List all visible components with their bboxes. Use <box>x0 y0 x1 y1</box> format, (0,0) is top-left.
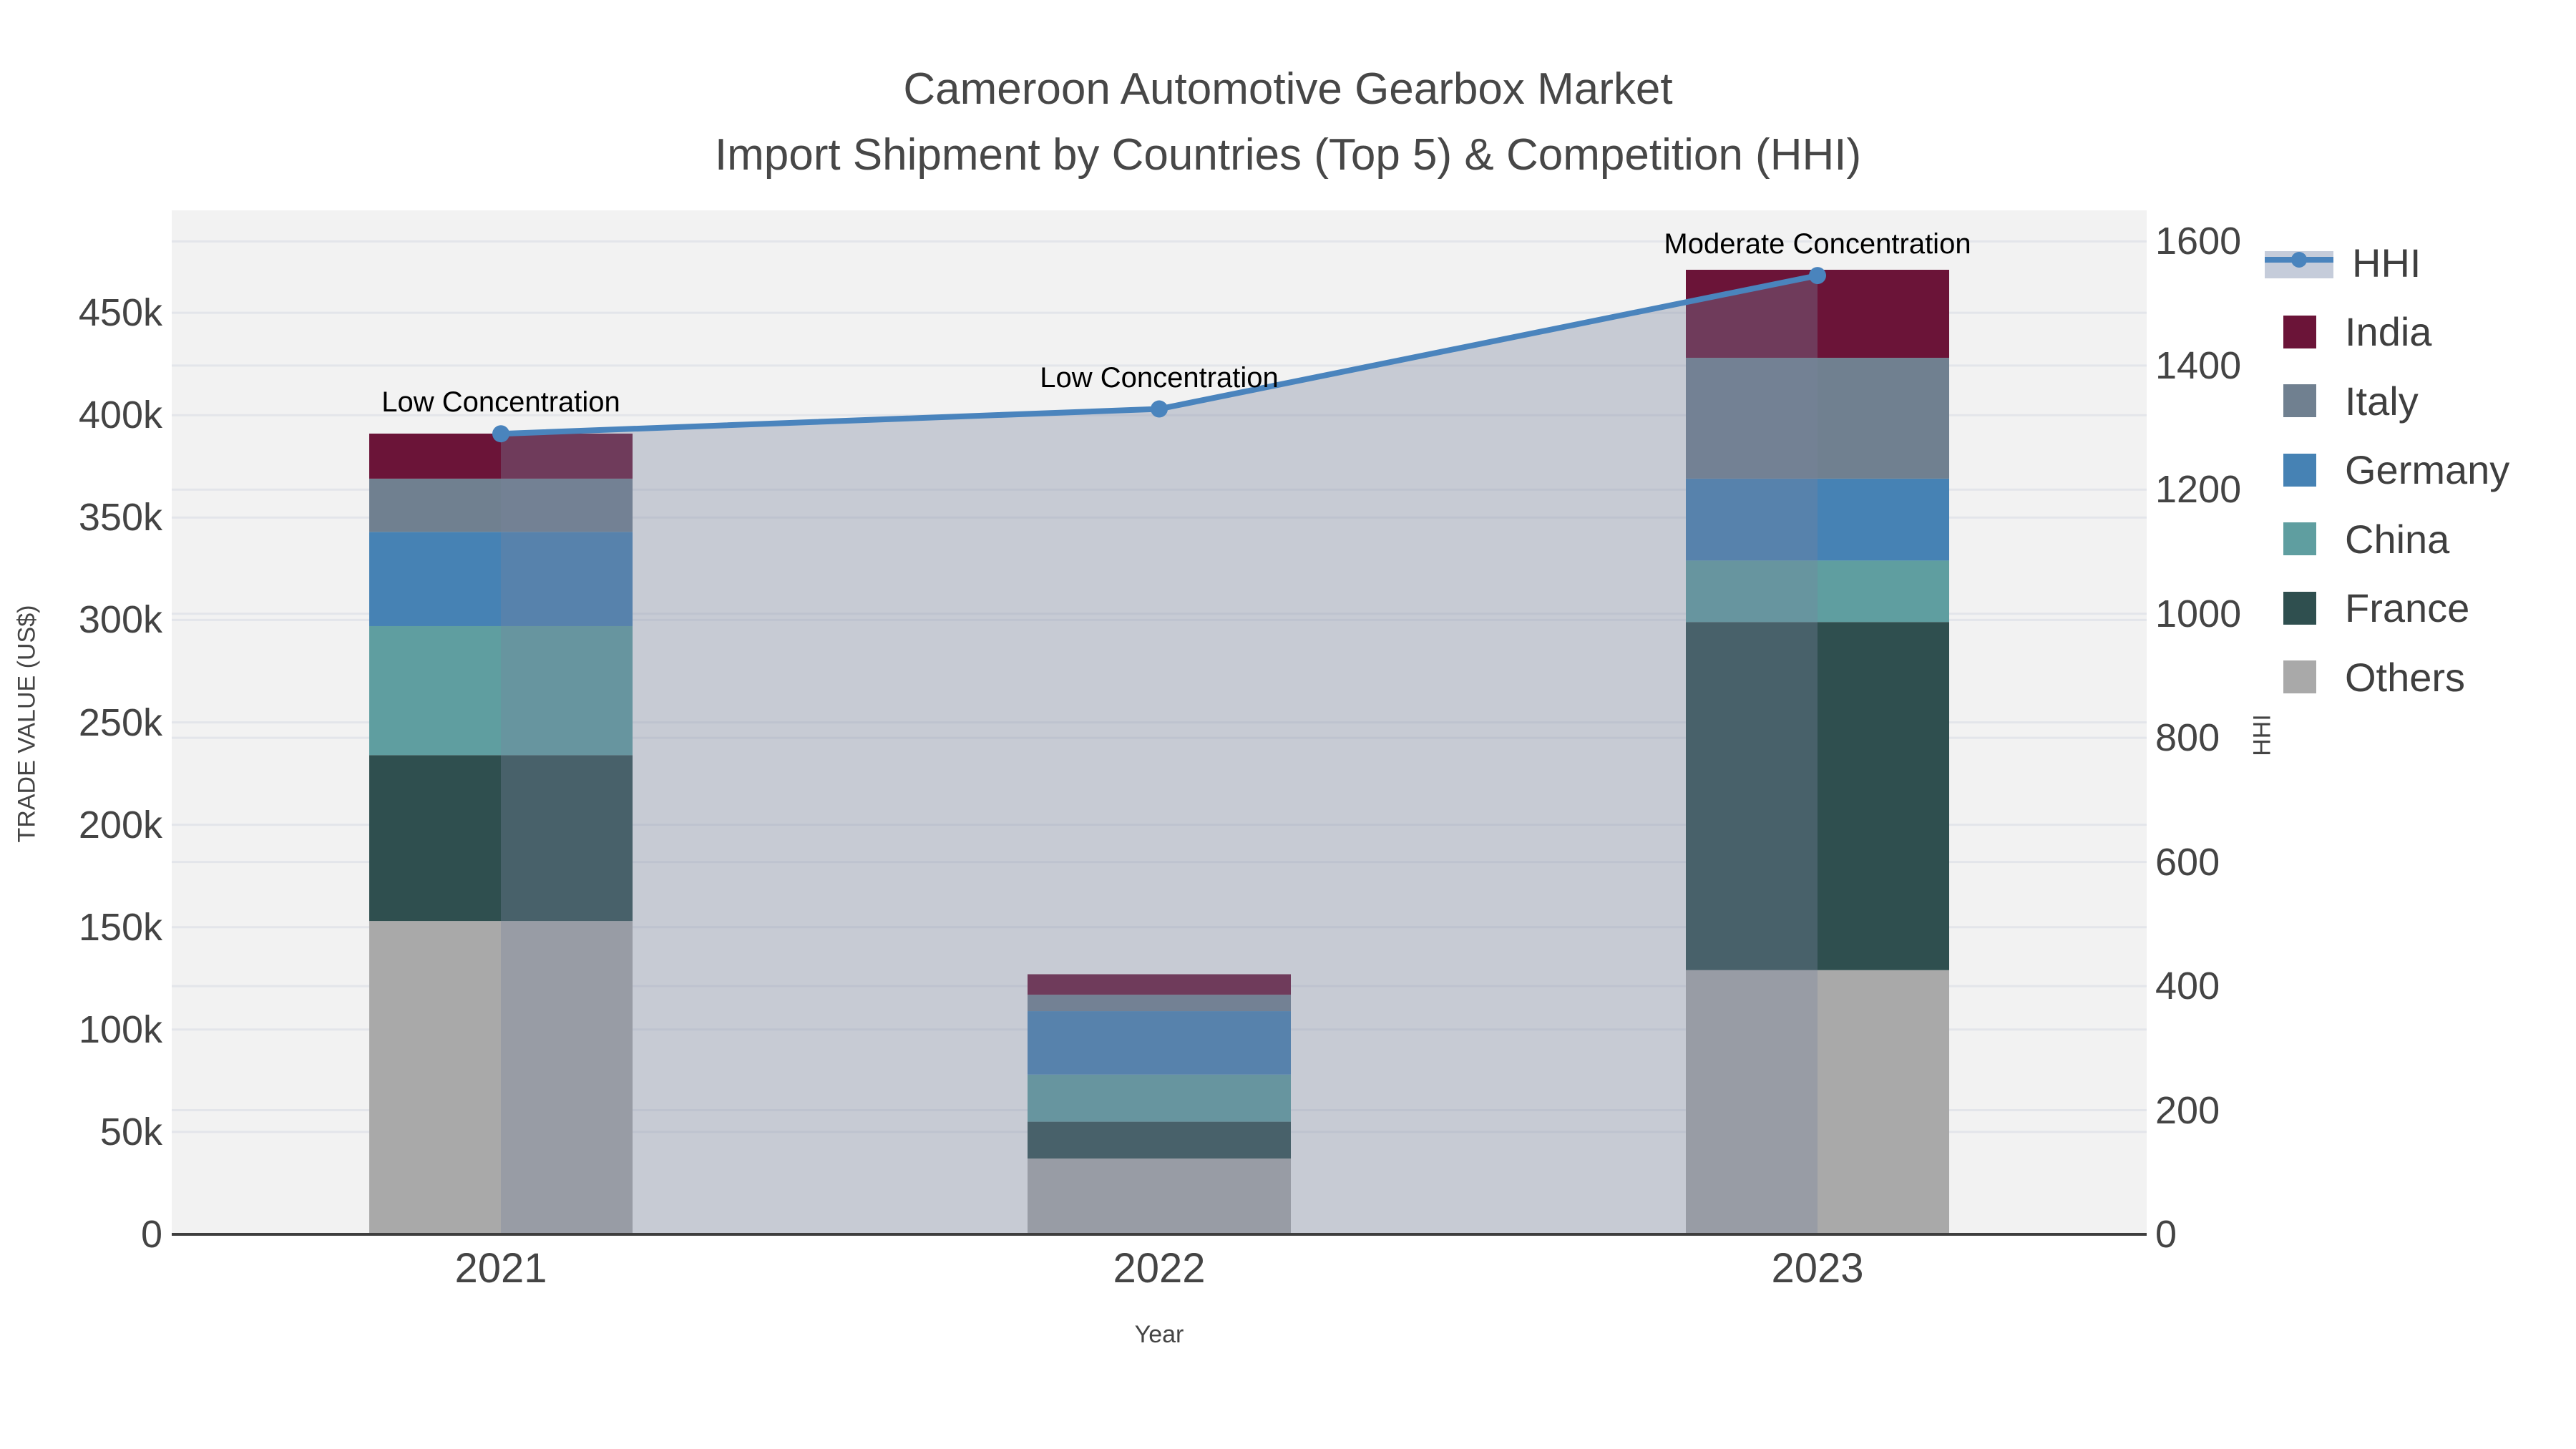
chart-title-line1: Cameroon Automotive Gearbox Market <box>903 64 1673 114</box>
y-axis-left-tick-200k: 200k <box>78 803 162 847</box>
bar-segment-france-2023[interactable] <box>1686 622 1949 970</box>
annotation-2023: Moderate Concentration <box>1664 228 1971 260</box>
hhi-marker-2022[interactable] <box>1151 400 1168 418</box>
legend-item-others[interactable]: Others <box>2265 652 2465 702</box>
china-color-swatch <box>2283 522 2316 555</box>
y-axis-left-tick-100k: 100k <box>78 1008 162 1051</box>
bar-segment-italy-2022[interactable] <box>1028 995 1291 1012</box>
y-axis-left-tick-450k: 450k <box>78 291 162 335</box>
x-axis-tick-2023: 2023 <box>1771 1245 1864 1292</box>
y-axis-right-tick-400: 400 <box>2155 965 2220 1008</box>
y-axis-left-tick-50k: 50k <box>99 1110 162 1153</box>
legend-item-france[interactable]: France <box>2265 583 2469 633</box>
legend-item-india[interactable]: India <box>2265 307 2431 357</box>
legend-label-others: Others <box>2345 654 2466 700</box>
y-axis-left-tick-300k: 300k <box>78 598 162 642</box>
bar-segment-others-2023[interactable] <box>1686 970 1949 1234</box>
y-axis-left-tick-150k: 150k <box>78 905 162 949</box>
x-axis-tick-2022: 2022 <box>1113 1245 1206 1292</box>
bar-segment-china-2023[interactable] <box>1686 560 1949 623</box>
bar-segment-france-2022[interactable] <box>1028 1121 1291 1159</box>
y-axis-right-tick-1000: 1000 <box>2155 592 2242 635</box>
bar-segment-india-2023[interactable] <box>1686 269 1949 358</box>
bar-segment-germany-2022[interactable] <box>1028 1011 1291 1075</box>
bar-segment-germany-2021[interactable] <box>369 532 633 626</box>
y-axis-left-title: TRADE VALUE (US$) <box>13 605 41 843</box>
annotation-2021: Low Concentration <box>381 386 620 419</box>
others-color-swatch <box>2283 660 2316 693</box>
chart-title-line2: Import Shipment by Countries (Top 5) & C… <box>714 130 1862 180</box>
y-axis-right-tick-1400: 1400 <box>2155 343 2242 387</box>
legend-label-china: China <box>2345 516 2450 562</box>
germany-color-swatch <box>2283 453 2316 487</box>
chart-title: Cameroon Automotive Gearbox Market Impor… <box>0 62 2576 183</box>
legend-item-italy[interactable]: Italy <box>2265 376 2419 426</box>
legend-label-france: France <box>2345 585 2470 630</box>
legend-label-hhi: HHI <box>2352 240 2421 286</box>
annotation-2022: Low Concentration <box>1040 361 1279 394</box>
italy-color-swatch <box>2283 384 2316 417</box>
y-axis-right-tick-600: 600 <box>2155 840 2220 884</box>
y-axis-right-tick-1600: 1600 <box>2155 220 2242 263</box>
y-axis-right-tick-800: 800 <box>2155 716 2220 760</box>
india-color-swatch <box>2283 315 2316 348</box>
legend-label-germany: Germany <box>2345 447 2510 492</box>
legend-item-germany[interactable]: Germany <box>2265 445 2509 495</box>
y-axis-right-tick-1200: 1200 <box>2155 468 2242 512</box>
bar-segment-others-2021[interactable] <box>369 921 633 1234</box>
y-axis-right-tick-200: 200 <box>2155 1088 2220 1132</box>
x-axis-tick-2021: 2021 <box>454 1245 547 1292</box>
bar-segment-others-2022[interactable] <box>1028 1158 1291 1234</box>
hhi-marker-2021[interactable] <box>492 425 509 443</box>
legend-label-italy: Italy <box>2345 378 2419 424</box>
bar-segment-italy-2021[interactable] <box>369 478 633 532</box>
bar-segment-france-2021[interactable] <box>369 755 633 922</box>
y-axis-left-tick-250k: 250k <box>78 701 162 744</box>
bar-segment-india-2022[interactable] <box>1028 974 1291 995</box>
bar-segment-italy-2023[interactable] <box>1686 358 1949 479</box>
legend-item-hhi[interactable]: HHI <box>2265 238 2421 288</box>
hhi-area-fill <box>501 275 1818 1235</box>
legend-label-india: India <box>2345 309 2432 354</box>
hhi-line-swatch <box>2265 247 2333 278</box>
france-color-swatch <box>2283 591 2316 625</box>
bar-segment-china-2021[interactable] <box>369 625 633 756</box>
legend-item-china[interactable]: China <box>2265 514 2449 564</box>
y-axis-right-tick-0: 0 <box>2155 1213 2177 1256</box>
y-axis-left-tick-350k: 350k <box>78 496 162 540</box>
hhi-marker-2023[interactable] <box>1809 267 1826 285</box>
bar-segment-germany-2023[interactable] <box>1686 478 1949 561</box>
y-axis-left-tick-0: 0 <box>140 1213 162 1256</box>
x-axis-title: Year <box>1134 1321 1184 1348</box>
y-axis-left-tick-400k: 400k <box>78 394 162 437</box>
bar-segment-china-2022[interactable] <box>1028 1074 1291 1122</box>
